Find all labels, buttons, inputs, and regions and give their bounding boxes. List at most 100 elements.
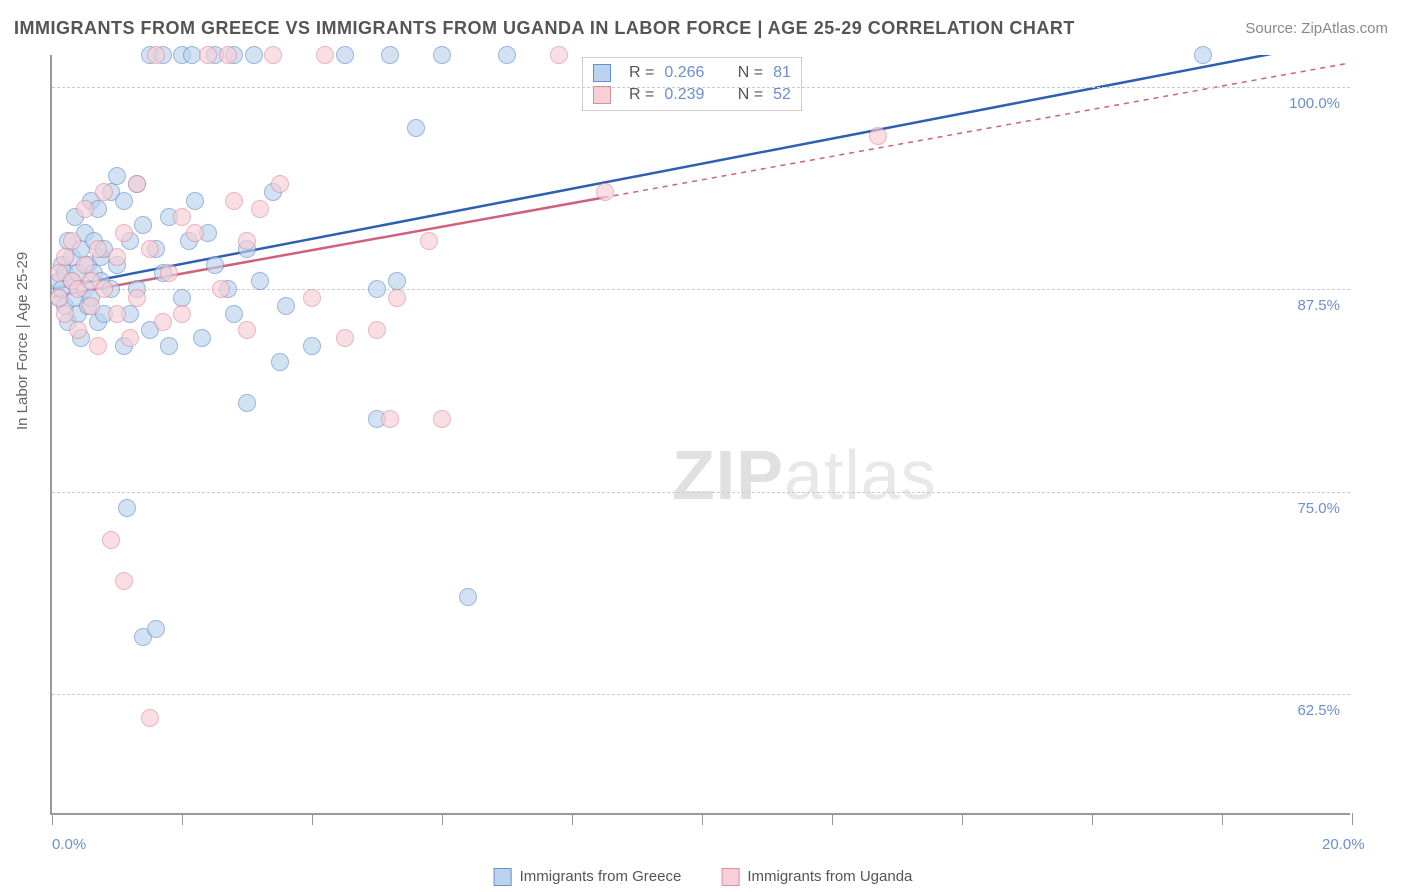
- legend-label: Immigrants from Uganda: [747, 868, 912, 885]
- legend-r-value: 0.239: [664, 86, 704, 104]
- data-point: [160, 264, 178, 282]
- x-tick: [1092, 813, 1093, 825]
- legend-item: Immigrants from Greece: [494, 868, 682, 886]
- data-point: [498, 46, 516, 64]
- data-point: [108, 305, 126, 323]
- legend-n-label: N =: [738, 86, 763, 104]
- legend-label: Immigrants from Greece: [520, 868, 682, 885]
- data-point: [108, 167, 126, 185]
- x-tick: [1352, 813, 1353, 825]
- legend-swatch: [593, 64, 611, 82]
- x-tick: [182, 813, 183, 825]
- data-point: [186, 224, 204, 242]
- y-tick-label: 87.5%: [1297, 297, 1340, 314]
- gridline: [52, 492, 1350, 493]
- data-point: [420, 232, 438, 250]
- legend-n-label: N =: [738, 64, 763, 82]
- data-point: [82, 297, 100, 315]
- legend-r-label: R =: [629, 64, 654, 82]
- data-point: [303, 289, 321, 307]
- data-point: [206, 256, 224, 274]
- watermark: ZIPatlas: [672, 435, 937, 515]
- x-tick: [962, 813, 963, 825]
- gridline: [52, 87, 1350, 88]
- data-point: [550, 46, 568, 64]
- data-point: [212, 280, 230, 298]
- source-prefix: Source:: [1245, 20, 1301, 37]
- data-point: [219, 46, 237, 64]
- data-point: [264, 46, 282, 64]
- x-tick: [1222, 813, 1223, 825]
- legend-r-value: 0.266: [664, 64, 704, 82]
- trend-lines-layer: [52, 55, 1350, 813]
- data-point: [271, 353, 289, 371]
- legend-swatch: [494, 868, 512, 886]
- data-point: [63, 232, 81, 250]
- legend-swatch: [721, 868, 739, 886]
- series-legend: Immigrants from Greece Immigrants from Ug…: [494, 868, 913, 886]
- watermark-atlas: atlas: [784, 436, 937, 514]
- data-point: [173, 208, 191, 226]
- data-point: [147, 620, 165, 638]
- data-point: [316, 46, 334, 64]
- data-point: [407, 119, 425, 137]
- data-point: [199, 46, 217, 64]
- data-point: [173, 305, 191, 323]
- data-point: [56, 248, 74, 266]
- data-point: [238, 394, 256, 412]
- x-tick: [702, 813, 703, 825]
- x-tick: [312, 813, 313, 825]
- gridline: [52, 694, 1350, 695]
- y-tick-label: 75.0%: [1297, 500, 1340, 517]
- data-point: [381, 46, 399, 64]
- data-point: [141, 709, 159, 727]
- watermark-zip: ZIP: [672, 436, 784, 514]
- legend-n-value: 81: [773, 64, 791, 82]
- data-point: [238, 321, 256, 339]
- data-point: [277, 297, 295, 315]
- data-point: [381, 410, 399, 428]
- data-point: [128, 175, 146, 193]
- data-point: [186, 192, 204, 210]
- data-point: [433, 46, 451, 64]
- data-point: [336, 46, 354, 64]
- data-point: [154, 313, 172, 331]
- data-point: [128, 289, 146, 307]
- data-point: [368, 321, 386, 339]
- data-point: [303, 337, 321, 355]
- correlation-legend: R = 0.266 N = 81 R = 0.239 N = 52: [582, 57, 802, 111]
- y-tick-label: 100.0%: [1289, 95, 1340, 112]
- data-point: [108, 248, 126, 266]
- data-point: [388, 289, 406, 307]
- gridline: [52, 289, 1350, 290]
- data-point: [95, 183, 113, 201]
- x-tick-label: 0.0%: [52, 836, 86, 853]
- data-point: [115, 572, 133, 590]
- data-point: [869, 127, 887, 145]
- data-point: [336, 329, 354, 347]
- data-point: [141, 240, 159, 258]
- legend-item: Immigrants from Uganda: [721, 868, 912, 886]
- data-point: [433, 410, 451, 428]
- x-tick-label: 20.0%: [1322, 836, 1365, 853]
- data-point: [160, 337, 178, 355]
- data-point: [89, 337, 107, 355]
- data-point: [245, 46, 263, 64]
- legend-n-value: 52: [773, 86, 791, 104]
- scatter-plot-area: ZIPatlas R = 0.266 N = 81 R = 0.239 N = 5…: [50, 55, 1350, 815]
- legend-swatch: [593, 86, 611, 104]
- data-point: [115, 192, 133, 210]
- legend-r-label: R =: [629, 86, 654, 104]
- data-point: [1194, 46, 1212, 64]
- source-link[interactable]: ZipAtlas.com: [1301, 20, 1388, 37]
- data-point: [238, 232, 256, 250]
- data-point: [69, 321, 87, 339]
- x-tick: [832, 813, 833, 825]
- data-point: [368, 280, 386, 298]
- data-point: [193, 329, 211, 347]
- source-attribution: Source: ZipAtlas.com: [1245, 20, 1388, 37]
- data-point: [89, 240, 107, 258]
- data-point: [251, 272, 269, 290]
- data-point: [56, 305, 74, 323]
- chart-title: IMMIGRANTS FROM GREECE VS IMMIGRANTS FRO…: [14, 18, 1075, 39]
